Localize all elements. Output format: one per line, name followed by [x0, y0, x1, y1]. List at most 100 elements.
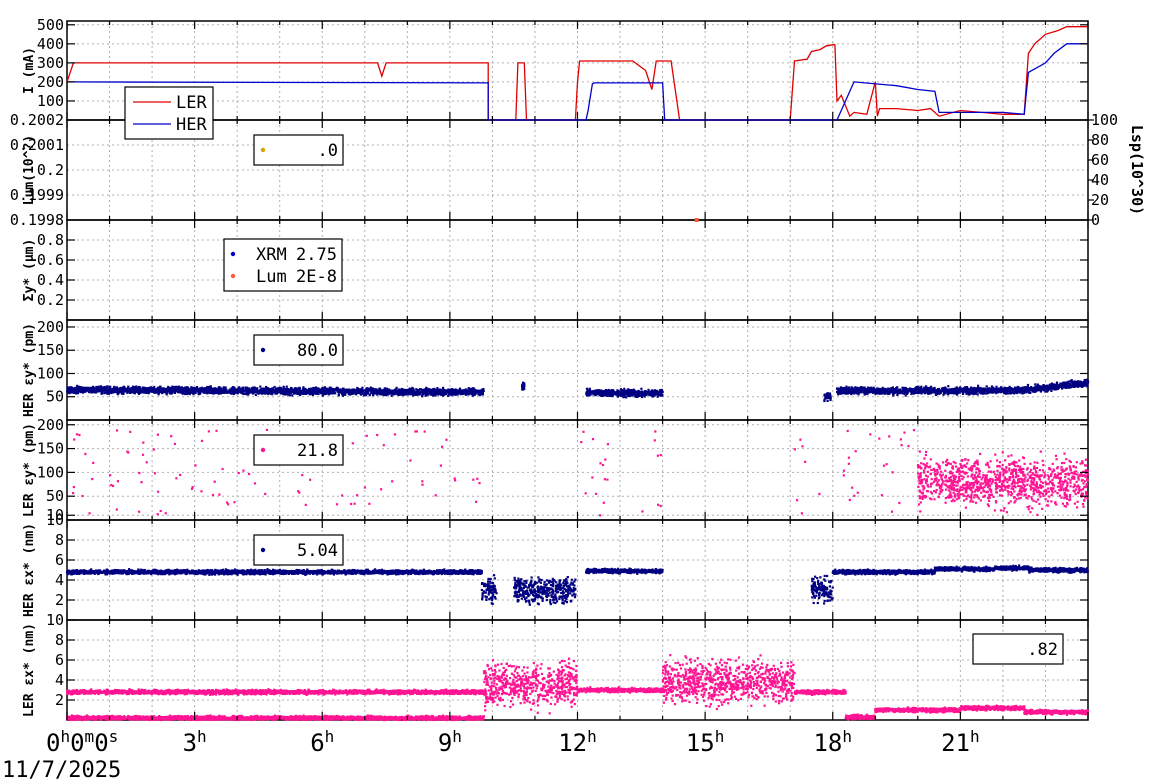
- data-point: [476, 389, 479, 392]
- data-point: [522, 385, 525, 388]
- data-point: [398, 391, 401, 394]
- data-point: [186, 386, 189, 389]
- data-point: [1041, 387, 1044, 390]
- data-point: [467, 387, 470, 390]
- data-point: [200, 439, 204, 442]
- data-point: [1059, 382, 1062, 385]
- data-point: [158, 386, 161, 389]
- data-point: [244, 390, 247, 393]
- data-point: [275, 388, 278, 391]
- data-point: [858, 389, 861, 392]
- data-point: [159, 389, 162, 392]
- data-point: [594, 492, 598, 495]
- data-point: [164, 512, 167, 515]
- data-point: [1036, 387, 1039, 391]
- data-point: [588, 388, 591, 391]
- data-point: [361, 386, 364, 389]
- data-point: [140, 388, 143, 392]
- data-point: [296, 392, 299, 395]
- series-points-ler_eps_y: [72, 428, 1089, 517]
- data-point: [287, 393, 290, 396]
- data-point: [623, 389, 626, 392]
- data-point: [640, 395, 644, 399]
- data-point: [159, 509, 162, 513]
- data-point: [92, 461, 95, 464]
- data-point: [360, 389, 363, 392]
- data-point: [83, 388, 86, 391]
- data-point: [845, 391, 848, 394]
- data-point: [898, 501, 901, 505]
- data-point: [837, 393, 840, 396]
- data-point: [1085, 380, 1088, 384]
- data-point: [599, 514, 602, 517]
- data-point: [657, 393, 660, 396]
- data-point: [609, 393, 612, 396]
- series-line-her: [66, 43, 1088, 121]
- data-point: [896, 393, 899, 396]
- data-point: [976, 386, 979, 390]
- data-point: [933, 386, 936, 390]
- data-point: [83, 386, 86, 390]
- data-point: [973, 390, 976, 393]
- data-point: [253, 482, 257, 485]
- data-point: [67, 388, 70, 391]
- data-point: [182, 387, 185, 390]
- data-point: [361, 391, 364, 394]
- data-point: [366, 392, 369, 395]
- data-point: [395, 386, 398, 389]
- data-point: [1015, 390, 1018, 393]
- data-point: [163, 391, 166, 394]
- data-point: [232, 389, 235, 392]
- data-point: [451, 388, 454, 391]
- data-point: [1011, 388, 1014, 391]
- data-point: [659, 454, 662, 457]
- data-point: [202, 390, 205, 393]
- data-point: [243, 392, 247, 395]
- plot-data: [66, 26, 1090, 722]
- data-point: [328, 390, 331, 393]
- data-point: [390, 394, 393, 397]
- data-point: [1023, 387, 1026, 390]
- data-point: [896, 386, 899, 389]
- data-point: [959, 386, 962, 389]
- data-point: [1052, 384, 1055, 387]
- data-point: [97, 389, 100, 392]
- data-point: [439, 464, 442, 467]
- data-point: [402, 393, 405, 396]
- data-point: [869, 390, 872, 393]
- data-point: [879, 388, 882, 391]
- data-point: [393, 433, 397, 436]
- data-point: [215, 391, 218, 395]
- data-point: [154, 390, 158, 393]
- data-point: [380, 389, 383, 392]
- data-point: [450, 394, 453, 397]
- data-point: [180, 386, 183, 389]
- data-point: [388, 388, 391, 391]
- data-point: [428, 392, 431, 395]
- data-point: [612, 390, 616, 393]
- data-point: [325, 391, 328, 394]
- data-point: [113, 387, 116, 391]
- data-point: [1009, 391, 1012, 394]
- data-point: [186, 389, 189, 392]
- data-point: [173, 442, 176, 445]
- data-point: [920, 389, 923, 392]
- data-point: [826, 399, 829, 402]
- data-point: [952, 390, 955, 393]
- data-point: [976, 390, 979, 393]
- data-point: [453, 389, 456, 392]
- data-point: [880, 494, 883, 497]
- data-point: [104, 385, 107, 389]
- data-point: [966, 389, 969, 392]
- data-point: [279, 392, 283, 395]
- data-point: [917, 388, 920, 391]
- data-point: [105, 391, 109, 394]
- data-point: [100, 392, 103, 395]
- data-point: [461, 392, 464, 395]
- data-point: [445, 438, 448, 441]
- data-point: [226, 501, 229, 504]
- data-point: [119, 386, 122, 389]
- data-point: [472, 478, 475, 481]
- data-point: [291, 394, 294, 397]
